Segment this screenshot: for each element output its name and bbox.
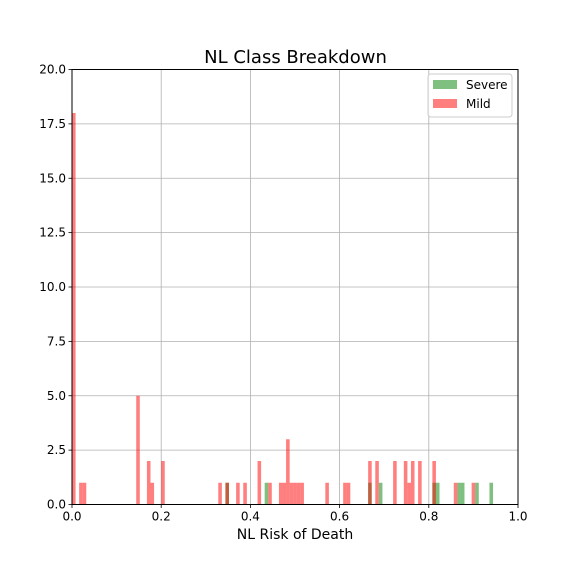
bar-mild	[300, 482, 304, 505]
bar-mild	[393, 461, 397, 505]
bar-mild	[72, 113, 76, 505]
bar-mild	[161, 461, 165, 505]
bar-severe	[475, 482, 479, 505]
bar-mild	[243, 482, 247, 505]
y-tick-label: 0.0	[47, 498, 66, 512]
y-tick-label: 2.5	[47, 443, 66, 457]
bar-mild	[268, 482, 272, 505]
bar-mild	[218, 482, 222, 505]
x-axis-label: NL Risk of Death	[237, 527, 353, 543]
bar-mild	[225, 482, 229, 505]
x-tick-label: 1.0	[508, 510, 527, 524]
x-tick-label: 0.6	[330, 510, 349, 524]
chart-title: NL Class Breakdown	[204, 47, 387, 68]
y-tick-label: 15.0	[39, 171, 66, 185]
bar-mild	[453, 482, 458, 505]
y-tick-label: 17.5	[39, 117, 66, 131]
x-axis-ticks: 0.0 0.2 0.4 0.6 0.8 1.0	[62, 504, 528, 524]
bar-mild	[293, 482, 297, 505]
y-tick-label: 12.5	[39, 226, 66, 240]
bar-mild	[432, 461, 436, 505]
bar-mild	[236, 482, 240, 505]
bar-mild	[343, 482, 347, 505]
x-tick-label: 0.8	[419, 510, 438, 524]
bar-severe	[378, 482, 383, 505]
bar-mild	[289, 482, 294, 505]
legend: Severe Mild	[427, 73, 513, 118]
bar-mild	[136, 395, 140, 505]
legend-label-mild: Mild	[466, 97, 491, 111]
legend-label-severe: Severe	[466, 78, 508, 92]
bar-severe	[489, 482, 494, 505]
bars	[72, 113, 494, 505]
bar-mild	[407, 482, 411, 505]
y-tick-label: 7.5	[47, 334, 66, 348]
bar-mild	[278, 482, 283, 505]
legend-swatch-mild	[433, 99, 457, 108]
bar-mild	[471, 482, 476, 505]
bar-mild	[257, 461, 262, 505]
bar-mild	[296, 482, 301, 505]
bar-mild	[325, 482, 329, 505]
legend-swatch-severe	[433, 80, 457, 89]
x-tick-label: 0.4	[241, 510, 260, 524]
bar-severe	[460, 482, 465, 505]
bar-mild	[403, 461, 408, 505]
bar-mild	[410, 461, 415, 505]
y-tick-label: 10.0	[39, 280, 66, 294]
bar-mild	[418, 461, 422, 505]
x-tick-label: 0.0	[62, 510, 81, 524]
bar-mild	[146, 461, 151, 505]
bar-mild	[82, 482, 87, 505]
bar-mild	[79, 482, 83, 505]
y-axis-ticks: 0.0 2.5 5.0 7.5 10.0 12.5 15.0 17.5 20.0	[39, 63, 72, 512]
bar-severe	[264, 482, 269, 505]
bar-mild	[286, 439, 290, 505]
bar-mild	[150, 482, 155, 505]
bar-severe	[435, 482, 440, 505]
bar-mild	[346, 482, 351, 505]
bar-severe	[457, 482, 461, 505]
y-tick-label: 20.0	[39, 63, 66, 77]
x-tick-label: 0.2	[152, 510, 171, 524]
bar-mild	[282, 482, 287, 505]
bar-mild	[368, 461, 372, 505]
bar-mild	[375, 461, 379, 505]
y-tick-label: 5.0	[47, 389, 66, 403]
